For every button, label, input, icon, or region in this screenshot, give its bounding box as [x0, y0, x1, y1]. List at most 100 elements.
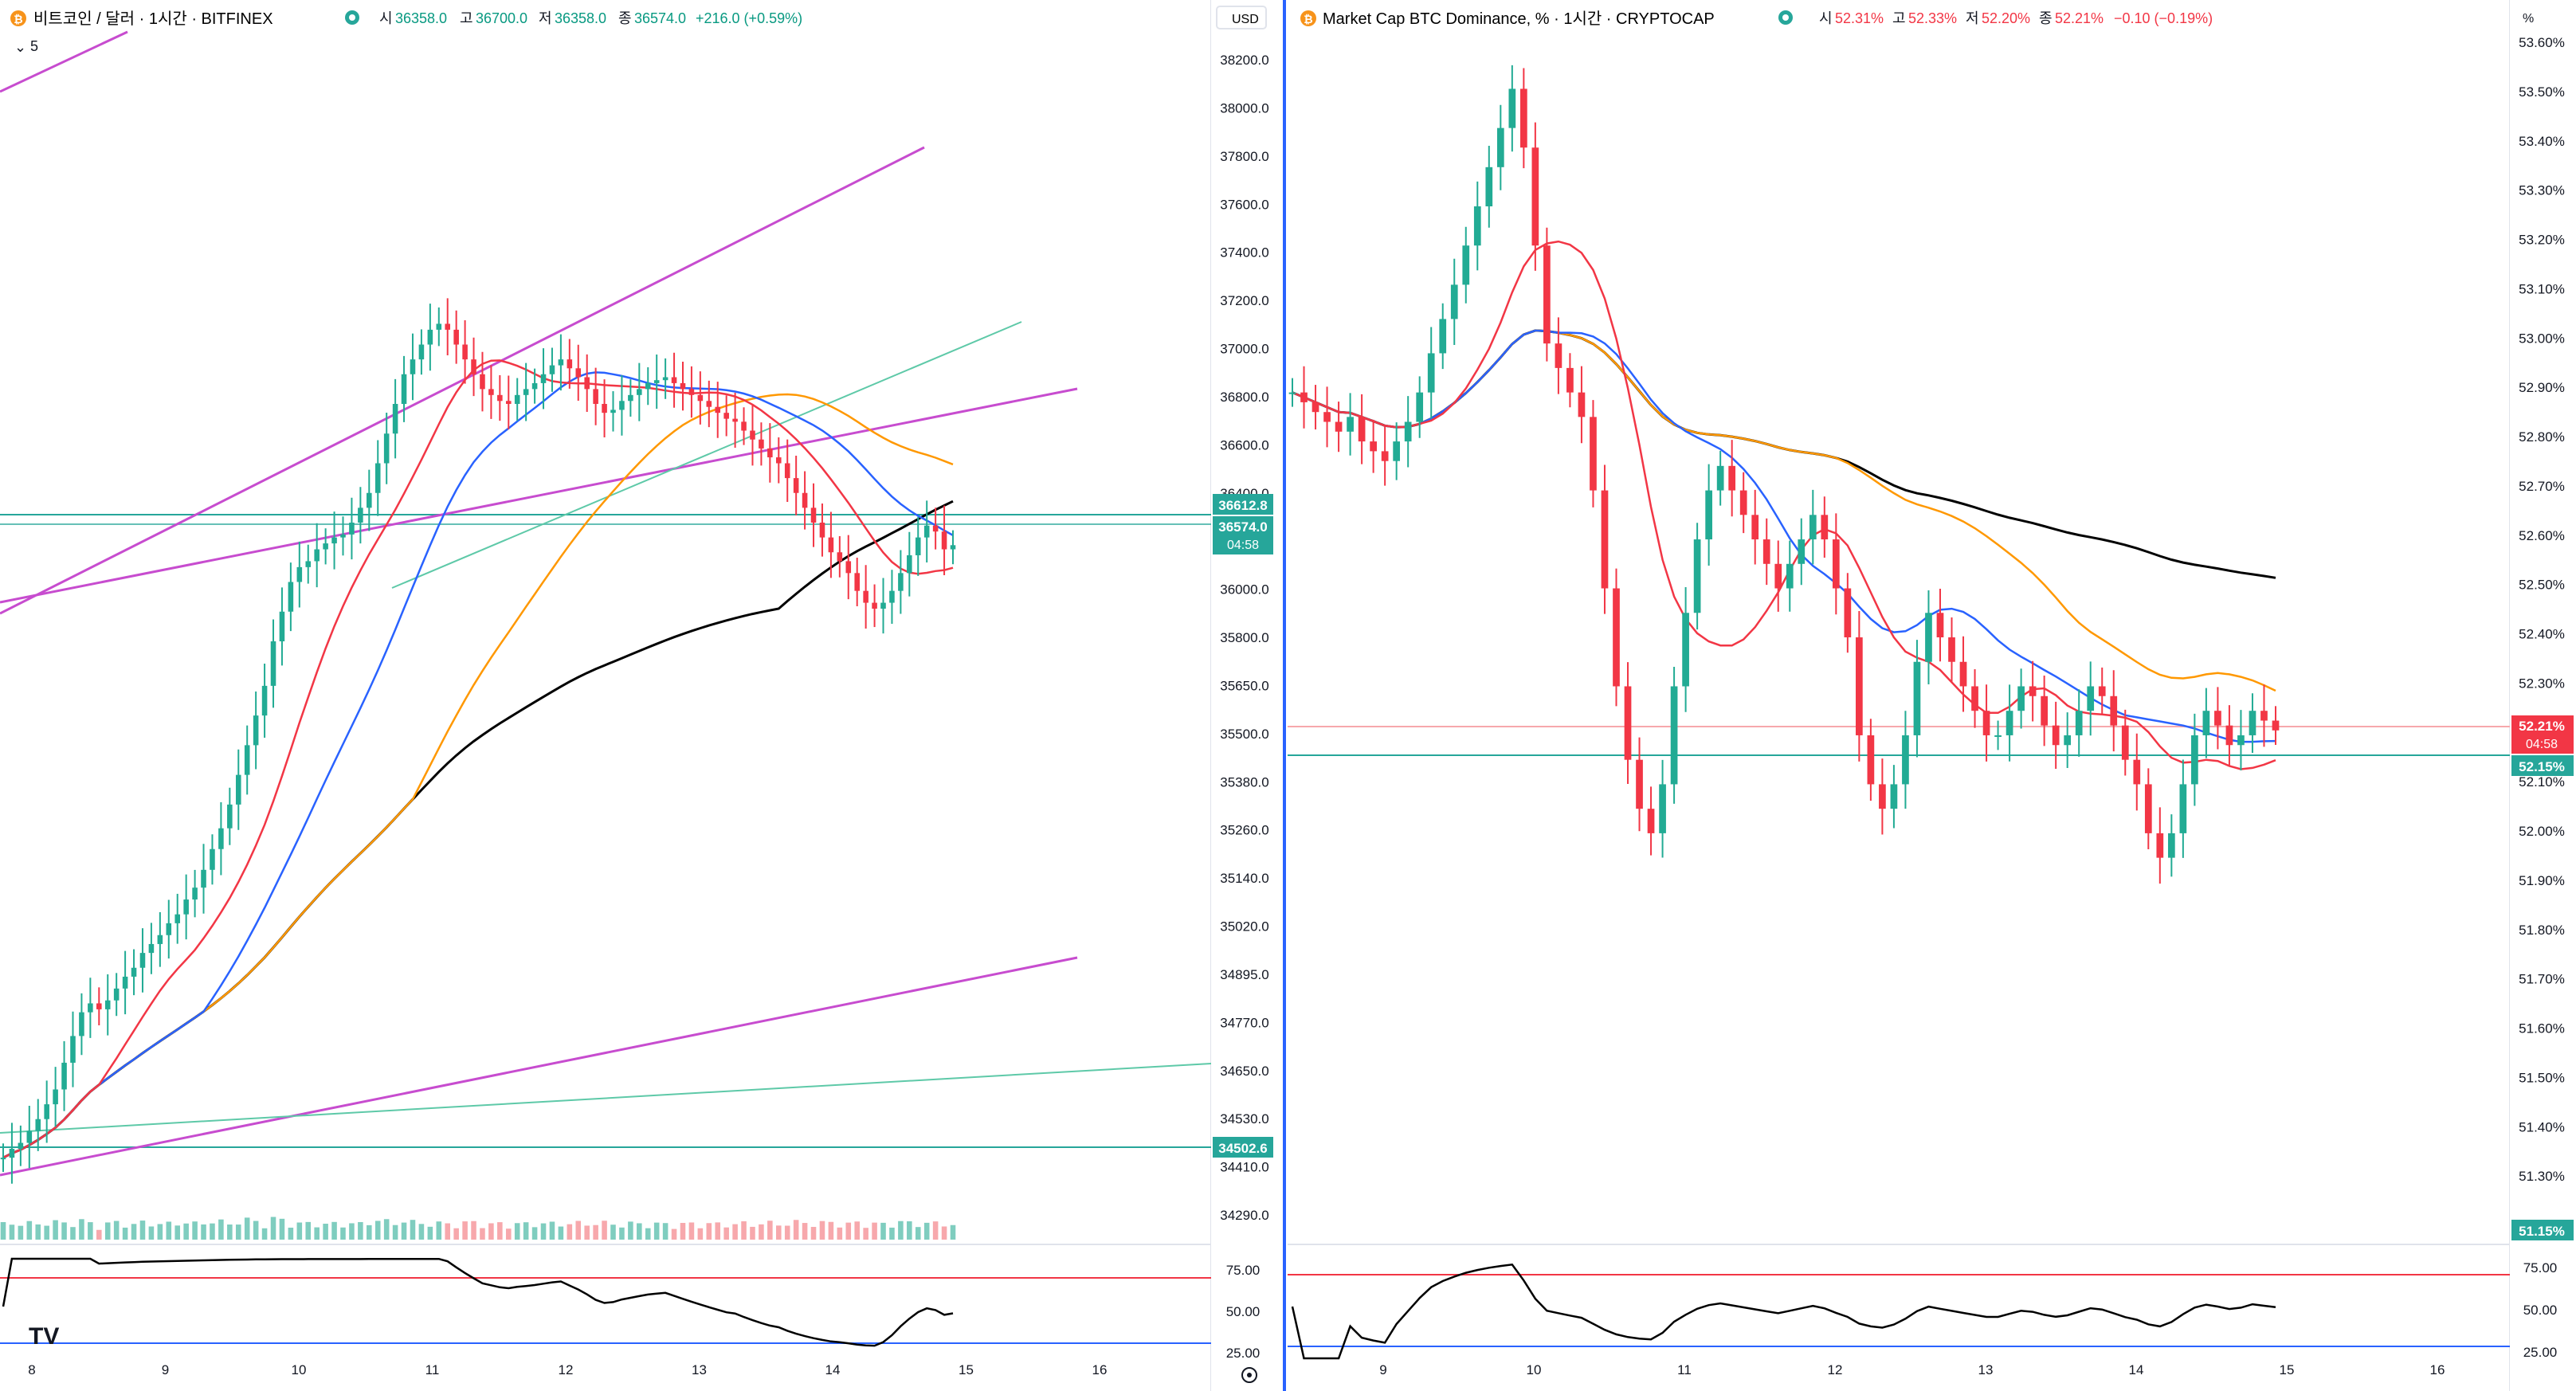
symbol-title[interactable]: Market Cap BTC Dominance, % · 1시간 · CRYP… — [1323, 10, 1715, 28]
candle — [863, 565, 868, 629]
volume-bar — [671, 1228, 677, 1240]
volume-bar — [18, 1225, 24, 1240]
symbol-title[interactable]: 비트코인 / 달러 · 1시간 · BITFINEX — [33, 10, 273, 28]
candle — [367, 469, 372, 531]
volume-bar — [784, 1225, 790, 1240]
volume-bar — [680, 1223, 686, 1240]
x-tick-label: 13 — [1978, 1362, 1994, 1377]
candle — [201, 844, 206, 914]
currency-label[interactable]: USD — [1232, 13, 1259, 26]
volume-bar — [418, 1224, 425, 1240]
x-tick-label: 16 — [1092, 1362, 1108, 1377]
volume-bar — [845, 1222, 852, 1240]
candle — [157, 912, 163, 967]
candle — [1739, 472, 1747, 534]
volume-bar — [331, 1221, 337, 1240]
y-tick-label: 34530.0 — [1220, 1111, 1268, 1127]
rsi-tick-75: 75.00 — [1226, 1263, 1261, 1278]
indicator-count[interactable]: 5 — [30, 38, 38, 54]
candle — [1948, 617, 1955, 682]
currency-select[interactable] — [1216, 6, 1267, 29]
settings-icon[interactable] — [1241, 1367, 1257, 1383]
y-tick-label: 34410.0 — [1220, 1160, 1268, 1175]
candle — [166, 899, 172, 959]
rsi-line — [2, 1257, 954, 1347]
volume-bar — [723, 1227, 729, 1240]
candle — [1913, 640, 1921, 758]
x-tick-label: 9 — [1379, 1362, 1386, 1377]
indicator-toggle[interactable]: ⌄ — [14, 39, 26, 55]
candle — [1636, 737, 1643, 832]
volume-bar — [653, 1222, 660, 1240]
volume-bar — [453, 1228, 459, 1240]
candle — [2237, 710, 2245, 771]
candle — [436, 307, 442, 347]
ohlc-close: 52.21% — [2055, 10, 2104, 26]
candle — [401, 355, 407, 422]
candle — [1496, 104, 1504, 190]
volume-bar — [706, 1223, 712, 1240]
volume-bar — [932, 1221, 939, 1240]
volume-bar — [148, 1226, 155, 1240]
candle — [889, 570, 895, 625]
candle — [845, 535, 852, 600]
volume-bar — [688, 1222, 695, 1240]
price-tag-bottom — [1213, 1137, 1273, 1158]
candle — [932, 507, 939, 550]
tradingview-logo[interactable]: TV — [29, 1323, 59, 1350]
candle — [270, 619, 276, 708]
volume-bar — [637, 1223, 642, 1240]
candle — [480, 351, 485, 412]
candle — [540, 348, 547, 409]
y-tick-label: 53.20% — [2519, 233, 2565, 248]
candle — [1624, 662, 1632, 785]
candle — [261, 664, 268, 738]
candle — [2087, 661, 2095, 736]
btc-dominance-chart-pane[interactable]: ₿ Market Cap BTC Dominance, % · 1시간 · CR… — [1288, 0, 2576, 1391]
y-tick-label: 51.50% — [2519, 1070, 2565, 1085]
candle — [2260, 684, 2268, 747]
y-tick-label: 35020.0 — [1220, 919, 1268, 935]
volume-bar — [44, 1225, 49, 1240]
candle — [35, 1099, 41, 1151]
candle — [628, 379, 633, 417]
candle — [1809, 489, 1817, 565]
volume-bar — [392, 1224, 398, 1240]
candle — [1416, 376, 1424, 438]
time-axis-ticks: 8 9 10 11 12 13 14 15 16 — [28, 1362, 1107, 1377]
volume-bar — [898, 1221, 904, 1240]
candle — [1381, 426, 1389, 486]
volume-bar — [53, 1220, 58, 1240]
rsi-tick-50: 50.00 — [1226, 1304, 1261, 1319]
y-tick-label: 35260.0 — [1220, 823, 1268, 838]
volume-bar — [880, 1222, 886, 1240]
candle — [1404, 396, 1412, 468]
ohlc-open: 36358.0 — [395, 10, 447, 26]
volume-bar — [166, 1221, 172, 1240]
candle — [776, 437, 782, 484]
candle — [688, 366, 695, 418]
ohlc-low-label: 저 — [539, 10, 552, 26]
candle — [1682, 587, 1689, 712]
candle — [1427, 327, 1435, 419]
x-tick-label: 15 — [959, 1362, 974, 1377]
candle — [558, 334, 564, 391]
candle — [514, 378, 520, 421]
volume-bar — [305, 1221, 312, 1240]
y-tick-label: 52.40% — [2519, 627, 2565, 642]
volume-bar — [349, 1223, 355, 1240]
candle — [418, 329, 425, 375]
y-tick-label: 35650.0 — [1220, 678, 1268, 693]
ohlc-close-label: 종 — [618, 10, 632, 26]
btc-usd-chart-pane[interactable]: ₿ 비트코인 / 달러 · 1시간 · BITFINEX 시 36358.0 고… — [0, 0, 1273, 1391]
volume-bar — [340, 1227, 346, 1240]
volume-bar — [70, 1227, 76, 1240]
volume-bar — [410, 1220, 416, 1240]
volume-bar — [218, 1219, 224, 1240]
candle — [1902, 711, 1909, 809]
candle — [1832, 513, 1840, 615]
y-tick-label: 52.70% — [2519, 479, 2565, 494]
header-left: ₿ 비트코인 / 달러 · 1시간 · BITFINEX 시 36358.0 고… — [10, 10, 802, 55]
volume-bar — [697, 1228, 704, 1240]
